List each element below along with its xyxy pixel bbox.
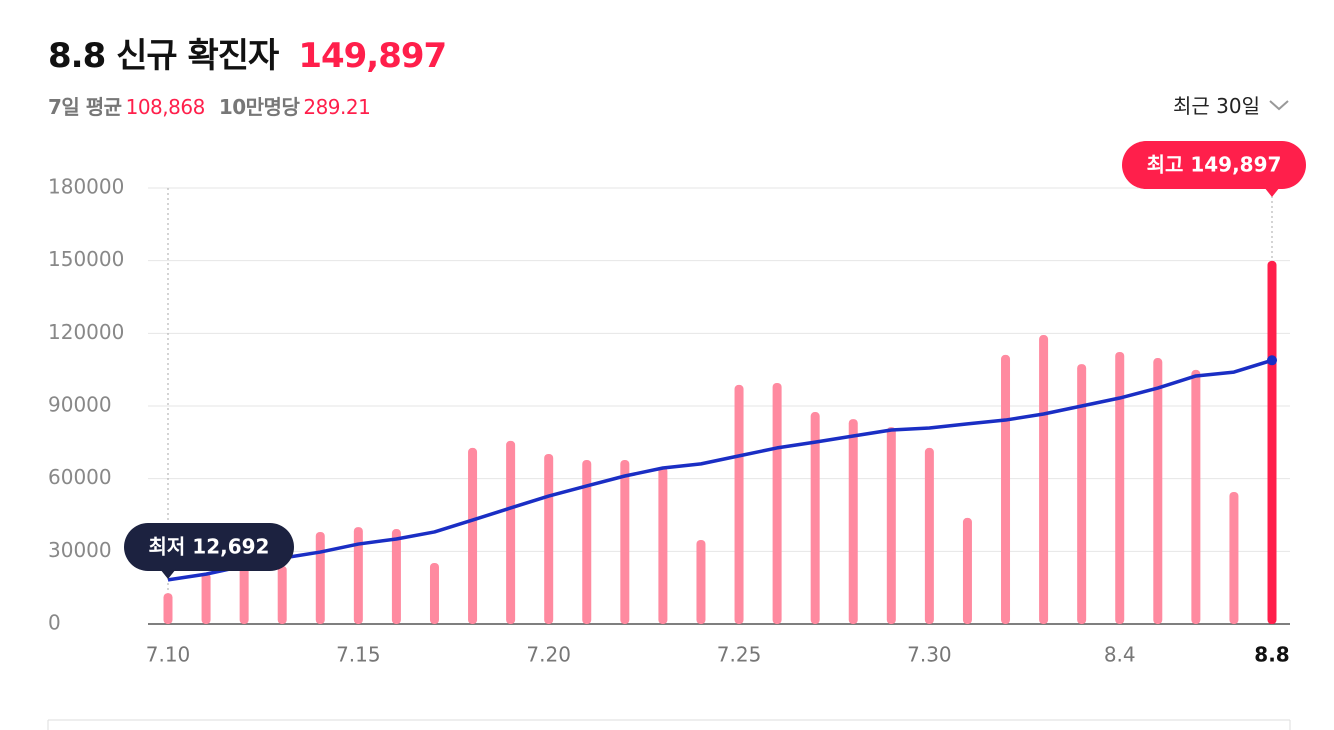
chevron	[1269, 99, 1289, 110]
bar	[658, 467, 668, 624]
max-annotation-text: 최고 149,897	[1147, 153, 1282, 177]
header: 8.8 신규 확진자 149,897 7일 평균 108,868 10만명당 289.2…	[48, 28, 447, 120]
bar	[962, 517, 972, 624]
headline-value: 149,897	[298, 36, 447, 76]
x-tick-label: 8.8	[1254, 643, 1289, 667]
bar	[163, 593, 173, 624]
x-tick-label: 7.20	[526, 643, 571, 667]
bar	[696, 539, 706, 624]
average-line	[167, 358, 1273, 582]
title-row: 8.8 신규 확진자 149,897	[48, 28, 447, 77]
bar	[1077, 364, 1087, 624]
bar	[810, 412, 820, 624]
bar	[1001, 354, 1011, 624]
subtitle-row: 7일 평균 108,868 10만명당 289.21	[48, 91, 446, 120]
bar	[886, 427, 896, 624]
bar	[1039, 335, 1049, 624]
avg-label: 7일 평균	[48, 95, 122, 119]
bar	[1267, 260, 1277, 624]
bar	[429, 562, 439, 624]
y-tick-label: 90000	[48, 393, 112, 417]
range-selector[interactable]: 최근 30일	[1173, 90, 1290, 119]
max-annotation: 최고 149,897	[1122, 141, 1306, 197]
min-annotation-text: 최저 12,692	[149, 535, 270, 559]
x-tick-label: 7.10	[146, 643, 191, 667]
bar	[734, 384, 744, 624]
y-tick-label: 150000	[48, 247, 124, 271]
x-tick-label: 8.4	[1104, 643, 1136, 667]
bar	[582, 460, 592, 624]
bar	[468, 447, 478, 624]
bar	[1191, 369, 1201, 624]
x-tick-label: 7.25	[717, 643, 762, 667]
range-label: 최근 30일	[1172, 94, 1260, 118]
bar	[544, 453, 554, 624]
avg-value: 108,868	[125, 95, 206, 119]
per-label: 10만명당	[218, 95, 300, 119]
bar	[772, 382, 782, 624]
bar	[506, 440, 516, 624]
bar	[353, 527, 363, 624]
x-tick-label: 7.15	[336, 643, 381, 667]
bar	[277, 565, 287, 624]
bar	[1115, 351, 1125, 624]
max-annotation-box	[1122, 141, 1306, 189]
y-tick-label: 180000	[48, 175, 124, 199]
min-annotation: 최저 12,692	[124, 523, 294, 579]
per-value: 289.21	[303, 95, 371, 119]
bar	[1229, 491, 1239, 624]
bar	[848, 419, 858, 624]
min-annotation-box	[124, 523, 294, 571]
y-tick-label: 0	[48, 611, 61, 635]
max-annotation-pointer	[1264, 187, 1280, 197]
bar	[315, 531, 325, 624]
y-tick-label: 30000	[48, 538, 112, 562]
y-tick-label: 120000	[48, 320, 124, 344]
y-tick-label: 60000	[48, 465, 112, 489]
bar	[239, 563, 249, 624]
average-point	[1267, 355, 1277, 366]
bar	[620, 460, 630, 624]
bar	[924, 447, 934, 624]
min-annotation-pointer	[160, 569, 176, 579]
bar	[391, 529, 401, 624]
bar	[201, 573, 211, 624]
x-tick-label: 7.30	[907, 643, 952, 667]
bar	[1153, 358, 1163, 624]
title: 8.8 신규 확진자	[48, 36, 279, 76]
